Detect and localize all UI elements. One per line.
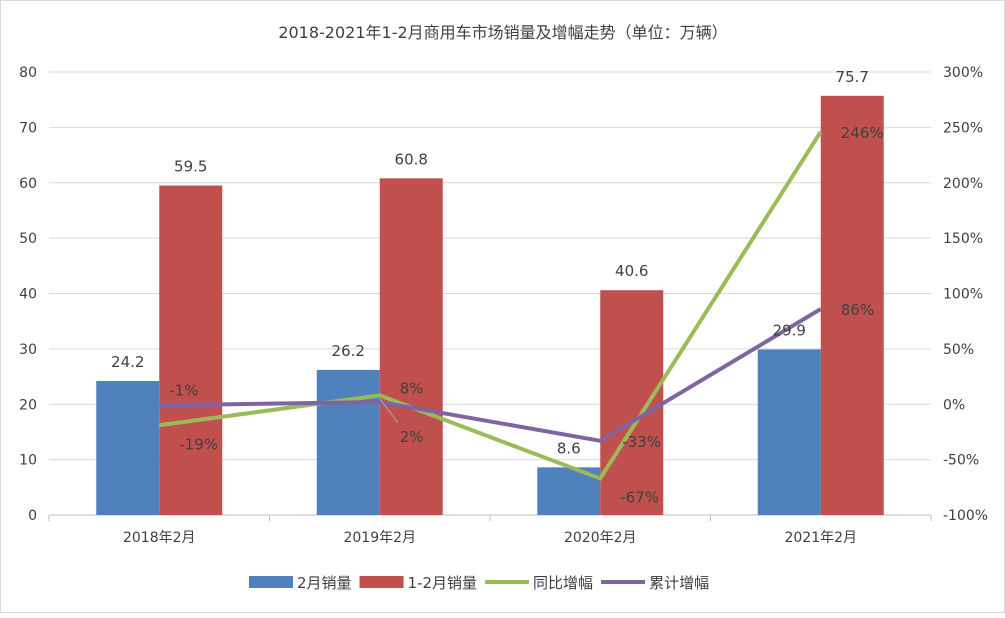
- bar-cumulative: [600, 290, 664, 515]
- legend-label: 1-2月销量: [408, 574, 478, 592]
- bar-data-label: 40.6: [615, 262, 648, 280]
- bar-data-label: 75.7: [836, 68, 869, 86]
- line-data-label: 2%: [400, 428, 424, 446]
- legend-swatch: [249, 576, 293, 588]
- y-right-tick-label: 150%: [943, 231, 983, 247]
- y-left-tick-label: 0: [28, 508, 37, 524]
- line-data-label: -33%: [622, 433, 661, 451]
- bar-data-label: 26.2: [332, 342, 365, 360]
- bar-feb: [316, 369, 380, 515]
- bar-data-label: 29.9: [773, 321, 806, 339]
- bar-data-label: 24.2: [111, 353, 144, 371]
- leader-line: [379, 398, 399, 424]
- y-right-tick-label: 300%: [943, 65, 983, 81]
- x-tick-label: 2019年2月: [343, 530, 416, 546]
- line-data-label: -1%: [169, 381, 198, 399]
- bar-feb: [757, 349, 821, 515]
- line-data-label: 246%: [841, 124, 884, 142]
- x-tick-label: 2018年2月: [123, 530, 196, 546]
- y-right-tick-label: 250%: [943, 120, 983, 136]
- y-left-tick-label: 80: [19, 65, 37, 81]
- y-left-tick-label: 20: [19, 397, 37, 413]
- legend-label: 2月销量: [297, 574, 352, 592]
- line-data-label: -19%: [179, 435, 218, 453]
- legend-label: 同比增幅: [533, 574, 593, 592]
- y-left-tick-label: 10: [19, 453, 37, 469]
- bar-data-label: 8.6: [557, 439, 581, 457]
- y-right-tick-label: -50%: [943, 453, 979, 469]
- legend-swatch: [359, 576, 404, 588]
- bar-data-label: 60.8: [395, 150, 428, 168]
- y-right-tick-label: 0%: [943, 397, 965, 413]
- y-left-tick-label: 70: [19, 120, 37, 136]
- y-right-tick-label: -100%: [943, 508, 988, 524]
- bar-cumulative: [820, 95, 884, 515]
- line-data-label: -67%: [620, 488, 659, 506]
- y-right-tick-label: 200%: [943, 176, 983, 192]
- x-tick-label: 2021年2月: [784, 530, 857, 546]
- legend-label: 累计增幅: [649, 574, 709, 592]
- y-left-tick-label: 60: [19, 176, 37, 192]
- y-left-tick-label: 40: [19, 287, 37, 303]
- x-tick-label: 2020年2月: [564, 530, 637, 546]
- chart-title: 2018-2021年1-2月商用车市场销量及增幅走势（单位：万辆）: [278, 23, 727, 42]
- y-right-tick-label: 50%: [943, 342, 974, 358]
- line-data-label: 8%: [400, 379, 424, 397]
- y-left-tick-label: 50: [19, 231, 37, 247]
- line-cumulative-growth: [159, 307, 822, 443]
- bar-cumulative: [379, 178, 443, 515]
- bar-feb: [96, 380, 160, 515]
- y-right-tick-label: 100%: [943, 287, 983, 303]
- bar-data-label: 59.5: [174, 158, 207, 176]
- line-data-label: 86%: [841, 301, 874, 319]
- bar-cumulative: [159, 185, 223, 516]
- line-yoy-growth: [158, 130, 823, 481]
- y-left-tick-label: 30: [19, 342, 37, 358]
